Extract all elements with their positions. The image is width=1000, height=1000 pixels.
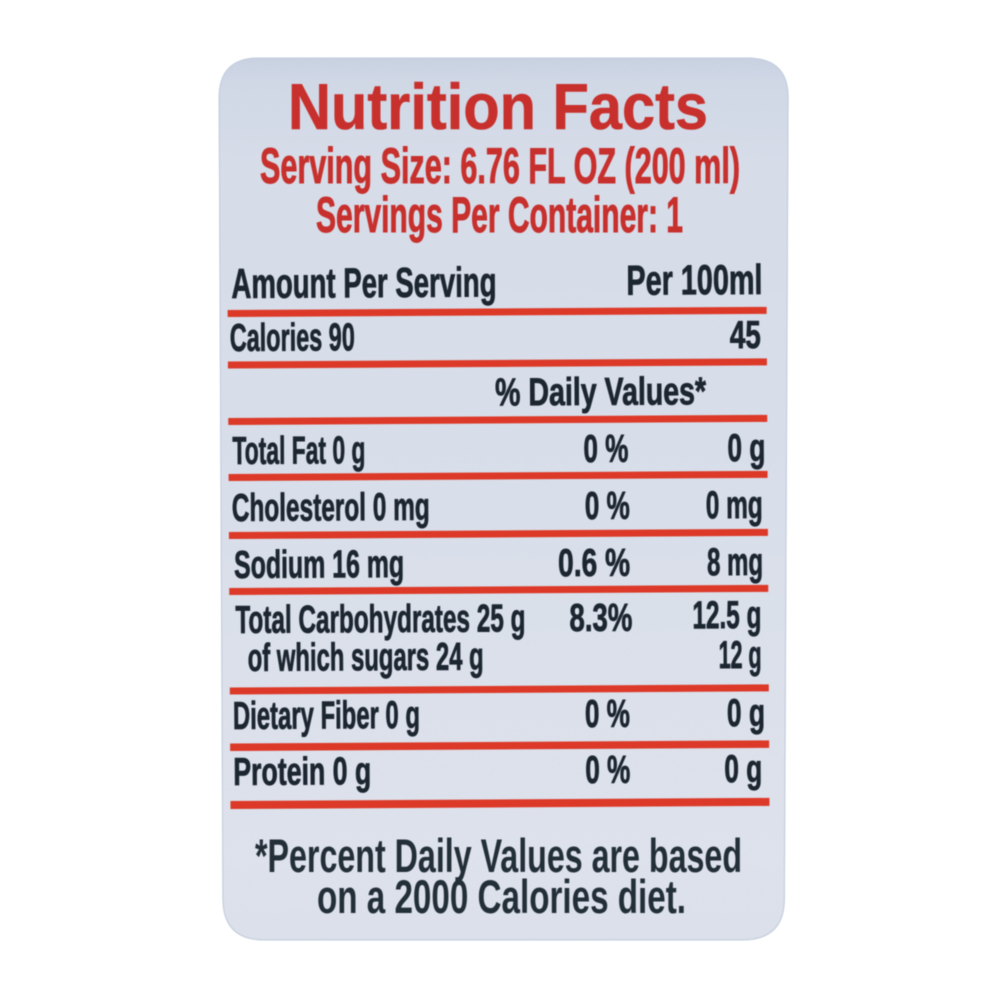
svg-text:0 %: 0 % — [583, 428, 628, 471]
svg-text:Serving Size: 6.76 FL OZ (200: Serving Size: 6.76 FL OZ (200 ml) — [260, 138, 740, 194]
svg-text:Nutrition Facts: Nutrition Facts — [288, 71, 708, 143]
svg-text:45: 45 — [730, 314, 761, 357]
svg-text:Amount Per Serving: Amount Per Serving — [231, 258, 496, 307]
svg-text:Dietary Fiber 0 g: Dietary Fiber 0 g — [233, 694, 420, 738]
svg-text:12.5 g: 12.5 g — [692, 594, 761, 637]
svg-text:0 mg: 0 mg — [706, 484, 763, 527]
svg-text:12 g: 12 g — [718, 634, 761, 677]
svg-text:% Daily Values*: % Daily Values* — [495, 370, 707, 414]
svg-text:*Percent Daily Values are base: *Percent Daily Values are based — [255, 829, 742, 882]
svg-text:0 %: 0 % — [585, 749, 630, 792]
svg-text:Cholesterol 0 mg: Cholesterol 0 mg — [232, 486, 430, 530]
svg-text:0.6 %: 0.6 % — [558, 542, 630, 585]
svg-text:Total Carbohydrates 25 g: Total Carbohydrates 25 g — [235, 597, 525, 642]
svg-text:0 g: 0 g — [724, 748, 762, 791]
svg-text:of which sugars 24 g: of which sugars 24 g — [248, 636, 484, 680]
svg-text:Total Fat 0 g: Total Fat 0 g — [232, 429, 365, 473]
svg-text:8 mg: 8 mg — [707, 541, 763, 584]
svg-text:0 g: 0 g — [727, 692, 765, 735]
svg-text:Protein 0 g: Protein 0 g — [233, 750, 371, 794]
svg-text:Servings Per Container: 1: Servings Per Container: 1 — [316, 187, 683, 243]
svg-text:Calories 90: Calories 90 — [230, 316, 355, 360]
svg-text:Sodium 16 mg: Sodium 16 mg — [234, 543, 404, 587]
svg-text:0 %: 0 % — [585, 693, 630, 736]
svg-text:0 %: 0 % — [585, 485, 630, 528]
svg-text:0 g: 0 g — [727, 427, 765, 470]
svg-text:8.3%: 8.3% — [569, 597, 632, 640]
svg-text:Per 100ml: Per 100ml — [626, 256, 762, 304]
svg-text:on a 2000 Calories diet.: on a 2000 Calories diet. — [317, 870, 686, 923]
